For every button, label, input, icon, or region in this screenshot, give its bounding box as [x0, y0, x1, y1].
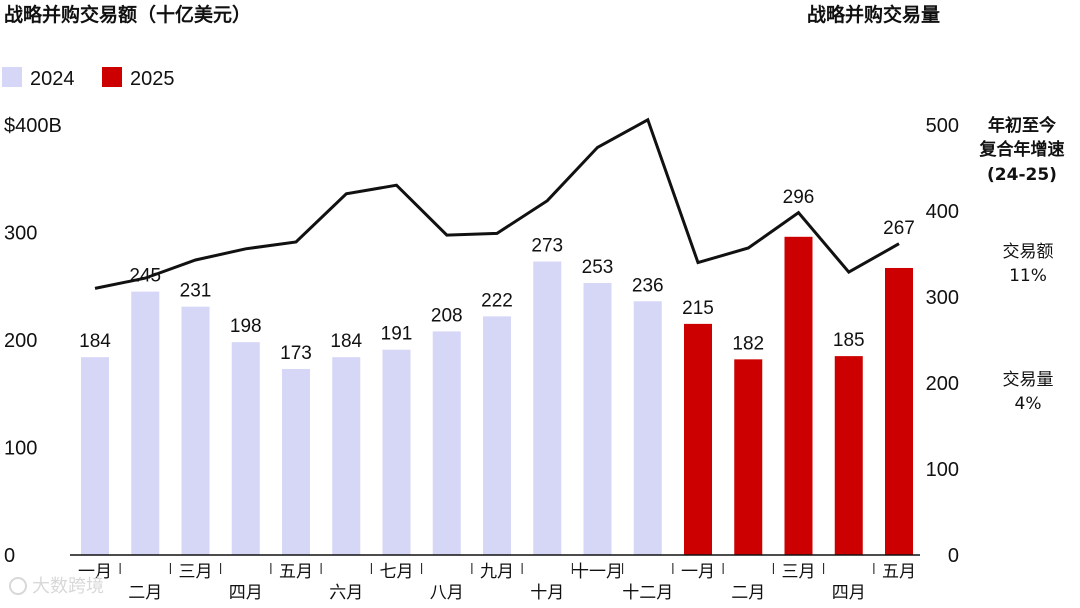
x-tick-label: 十二月 — [622, 583, 673, 603]
cagr-value-label: 交易额 — [1003, 242, 1054, 262]
bar-labels: 184 245 231 198 173 184 191 208 222 273 253 236 215 1… — [79, 187, 915, 364]
right-tick-label: 300 — [926, 287, 959, 309]
x-tick-label: 七月 — [380, 562, 414, 582]
bar-2024 — [282, 369, 310, 555]
bars — [81, 236, 913, 556]
x-tick-label: 一月 — [78, 562, 112, 582]
right-tick-label: 400 — [926, 201, 959, 223]
bar-2025 — [684, 323, 712, 555]
bar-2024 — [231, 342, 260, 555]
bar-2024 — [332, 357, 361, 555]
right-axis-title: 战略并购交易量 — [807, 3, 940, 26]
bar-2024 — [181, 306, 210, 555]
bar-2025 — [885, 267, 913, 555]
bar-value-label: 273 — [531, 236, 563, 257]
legend-swatch-2024 — [2, 67, 22, 87]
bar-2025 — [834, 356, 863, 555]
x-tick-label: 四月 — [229, 583, 263, 603]
x-tick-label: 十一月 — [572, 562, 623, 582]
left-tick-label: 0 — [4, 545, 15, 567]
bar-value-label: 191 — [381, 324, 413, 345]
bar-value-label: 231 — [180, 281, 212, 302]
bar-value-label: 267 — [883, 218, 915, 239]
x-tick-label: 一月 — [681, 562, 715, 582]
right-tick-label: 100 — [926, 459, 959, 481]
bar-value-label: 215 — [682, 298, 714, 319]
left-axis: $400B 300 200 100 0 — [4, 115, 62, 567]
bar-value-label: 236 — [632, 275, 664, 296]
legend-label-2025: 2025 — [130, 68, 175, 90]
bar-value-label: 184 — [330, 331, 362, 352]
bar-value-label: 184 — [79, 331, 111, 352]
bar-value-label: 296 — [783, 187, 815, 208]
x-tick-label: 五月 — [279, 562, 313, 582]
bar-value-label: 208 — [431, 305, 463, 326]
x-tick-label: 四月 — [832, 583, 866, 603]
x-tick-label: 二月 — [731, 583, 765, 603]
legend-swatch-2025 — [102, 67, 122, 87]
watermark: 大数跨境 — [9, 576, 104, 597]
left-tick-label: 300 — [4, 223, 37, 245]
x-tick-label: 五月 — [882, 562, 916, 582]
left-tick-label: 200 — [4, 330, 37, 352]
bar-2024 — [533, 261, 562, 555]
left-tick-label: 100 — [4, 438, 37, 460]
bar-2024 — [131, 291, 160, 555]
legend: 2024 2025 — [2, 67, 175, 90]
watermark-text: 大数跨境 — [32, 576, 104, 597]
cagr-volume-pct: 4% — [1015, 394, 1042, 414]
right-tick-label: 0 — [948, 545, 959, 567]
x-tick-label: 十月 — [530, 583, 564, 603]
bar-value-label: 185 — [833, 330, 865, 351]
x-tick-label: 九月 — [480, 562, 514, 582]
bar-value-label: 198 — [230, 316, 262, 337]
left-tick-label: $400B — [4, 115, 62, 137]
x-tick-label: 六月 — [329, 583, 363, 603]
volume-line — [94, 117, 900, 290]
bar-2025 — [784, 236, 813, 556]
bar-value-label: 245 — [129, 266, 161, 287]
bar-2024 — [382, 349, 411, 555]
bar-2024 — [432, 331, 461, 555]
cagr-heading-line1: 年初至今 — [988, 115, 1056, 136]
right-axis: 500 400 300 200 100 0 — [926, 115, 959, 567]
bar-value-label: 253 — [582, 257, 614, 278]
bar-2024 — [633, 301, 662, 555]
right-tick-label: 500 — [926, 115, 959, 137]
cagr-panel: 年初至今 复合年增速 (24-25) 交易额 11% 交易量 4% — [979, 115, 1065, 414]
bar-value-label: 173 — [280, 343, 312, 364]
bar-2024 — [583, 283, 612, 555]
x-tick-label: 八月 — [430, 583, 464, 603]
legend-label-2024: 2024 — [30, 68, 75, 90]
cagr-heading-line2: 复合年增速 — [979, 139, 1065, 160]
cagr-value-pct: 11% — [1009, 266, 1047, 286]
volume-line-path — [94, 117, 900, 290]
bar-2025 — [734, 359, 763, 555]
watermark-logo-icon — [9, 577, 27, 595]
bar-2024 — [483, 316, 511, 555]
bar-value-label: 222 — [481, 290, 513, 311]
x-tick-label: 二月 — [128, 583, 162, 603]
cagr-volume-label: 交易量 — [1003, 370, 1054, 390]
bar-2024 — [81, 357, 109, 555]
cagr-heading-line3: (24-25) — [987, 165, 1057, 185]
right-tick-label: 200 — [926, 373, 959, 395]
chart-title: 战略并购交易额（十亿美元） — [4, 3, 251, 26]
x-tick-label: 三月 — [782, 562, 816, 582]
bar-value-label: 182 — [732, 333, 764, 354]
x-tick-label: 三月 — [179, 562, 213, 582]
